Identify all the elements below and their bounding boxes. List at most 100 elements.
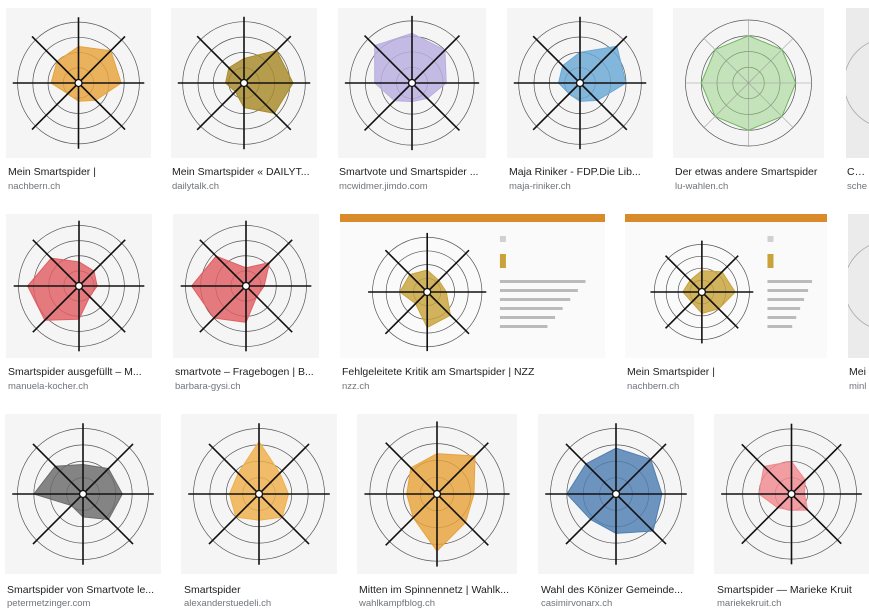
result-title[interactable]: Mitten im Spinnennetz | Wahlk...	[359, 584, 509, 596]
result-thumbnail[interactable]	[846, 8, 869, 158]
axis-line	[384, 249, 428, 293]
result-source[interactable]: dailytalk.ch	[172, 181, 219, 192]
result-title[interactable]: Fehlgeleitete Kritik am Smartspider | NZ…	[342, 366, 535, 378]
result-thumbnail[interactable]	[171, 8, 317, 158]
spider-chart-thumbnail	[846, 8, 869, 158]
result-title[interactable]: Smartvote und Smartspider ...	[339, 166, 479, 178]
axis-line	[532, 35, 581, 84]
result-source[interactable]: mcwidmer.jimdo.com	[339, 181, 428, 192]
result-title[interactable]: Mein Smartspider |	[8, 166, 96, 178]
result-source[interactable]: casimirvonarx.ch	[541, 598, 613, 609]
legend-text-line	[499, 307, 563, 310]
center-dot	[611, 489, 621, 499]
axis-line	[615, 443, 667, 495]
result-thumbnail[interactable]	[538, 414, 694, 574]
legend-text-line	[767, 307, 801, 310]
result-thumbnail[interactable]	[5, 414, 161, 574]
result-thumbnail[interactable]	[173, 214, 319, 358]
result-thumbnail[interactable]	[357, 414, 517, 574]
result-thumbnail[interactable]	[625, 214, 827, 358]
result-thumbnail[interactable]	[6, 214, 152, 358]
result-title[interactable]: Mei	[849, 366, 866, 378]
result-source[interactable]: petermetzinger.com	[7, 598, 91, 609]
result-source[interactable]: sche	[847, 181, 868, 192]
legend-checkbox	[499, 236, 506, 242]
axis-line	[199, 239, 247, 287]
result-title[interactable]: Smartspider	[184, 584, 241, 596]
result-thumbnail[interactable]	[6, 8, 151, 158]
axis-line	[411, 34, 461, 84]
result-card[interactable]: Mein Smartspider | nachbern.ch	[0, 0, 158, 200]
axis-line	[384, 291, 428, 335]
center-dot	[74, 281, 84, 291]
result-thumbnail[interactable]	[848, 214, 869, 358]
result-title[interactable]: Mein Smartspider |	[627, 366, 715, 378]
result-source[interactable]: minl	[849, 381, 867, 392]
result-source[interactable]: maja-riniker.ch	[509, 181, 571, 192]
axis-line	[579, 82, 628, 131]
result-title[interactable]: Smartspider — Marieke Kruit	[717, 584, 852, 596]
axis-line	[664, 291, 703, 329]
axis-line	[436, 493, 489, 546]
spider-chart-thumbnail	[6, 214, 152, 358]
result-title[interactable]: Mein Smartspider « DAILYT...	[172, 166, 310, 178]
result-title[interactable]: smartvote – Fragebogen | B...	[175, 366, 314, 378]
result-thumbnail[interactable]	[673, 8, 824, 158]
result-source[interactable]: manuela-kocher.ch	[8, 381, 89, 392]
spider-chart-thumbnail	[173, 214, 319, 358]
panel-bg	[340, 214, 605, 358]
axis-line	[363, 82, 413, 132]
result-thumbnail[interactable]	[338, 8, 486, 158]
center-dot	[241, 281, 251, 291]
center-dot	[432, 489, 442, 499]
spider-chart-thumbnail	[5, 414, 161, 574]
axis-line	[741, 443, 793, 495]
center-dot	[74, 78, 83, 88]
result-thumbnail[interactable]	[507, 8, 653, 158]
center-dot	[78, 489, 88, 499]
axis-line	[385, 442, 438, 495]
spider-chart-thumbnail	[848, 214, 869, 358]
result-title[interactable]: Maja Riniker - FDP.Die Lib...	[509, 166, 641, 178]
result-source[interactable]: mariekekruit.ch	[717, 598, 782, 609]
axis-line	[77, 82, 126, 131]
result-source[interactable]: nachbern.ch	[627, 381, 680, 392]
axis-line	[615, 493, 667, 545]
legend-text-line	[767, 298, 805, 301]
result-source[interactable]: alexanderstuedeli.ch	[184, 598, 272, 609]
center-dot	[254, 489, 264, 499]
axis-line	[199, 285, 247, 333]
result-thumbnail[interactable]	[181, 414, 337, 574]
result-title[interactable]: Smartspider ausgefüllt – M...	[8, 366, 142, 378]
result-title[interactable]: Wahl des Könizer Gemeinde...	[541, 584, 684, 596]
axis-line	[245, 285, 293, 333]
axis-line	[31, 82, 80, 131]
result-thumbnail[interactable]	[714, 414, 869, 574]
axis-line	[701, 291, 739, 329]
axis-line	[565, 443, 617, 495]
axis-line	[436, 442, 489, 495]
result-source[interactable]: nachbern.ch	[8, 181, 61, 192]
legend-swatch	[767, 254, 774, 268]
result-source[interactable]: barbara-gysi.ch	[175, 381, 241, 392]
result-source[interactable]: wahlkampfblog.ch	[359, 598, 436, 609]
axis-line	[565, 493, 617, 545]
result-thumbnail[interactable]	[340, 214, 605, 358]
axis-line	[245, 239, 293, 287]
spider-chart-thumbnail	[6, 8, 151, 158]
spider-chart-thumbnail	[538, 414, 694, 574]
axis-line	[243, 35, 292, 84]
result-title[interactable]: Der etwas andere Smartspider	[675, 166, 818, 178]
result-source[interactable]: lu-wahlen.ch	[675, 181, 729, 192]
spider-chart-thumbnail	[507, 8, 653, 158]
spider-chart-thumbnail	[673, 8, 824, 158]
spider-chart-thumbnail	[625, 214, 827, 358]
axis-line	[426, 291, 470, 335]
axis-line	[258, 443, 310, 495]
axis-line	[32, 443, 84, 495]
result-source[interactable]: nzz.ch	[342, 381, 370, 392]
axis-line	[748, 38, 794, 84]
axis-line	[32, 285, 80, 333]
result-title[interactable]: Smartspider von Smartvote le...	[7, 584, 155, 596]
